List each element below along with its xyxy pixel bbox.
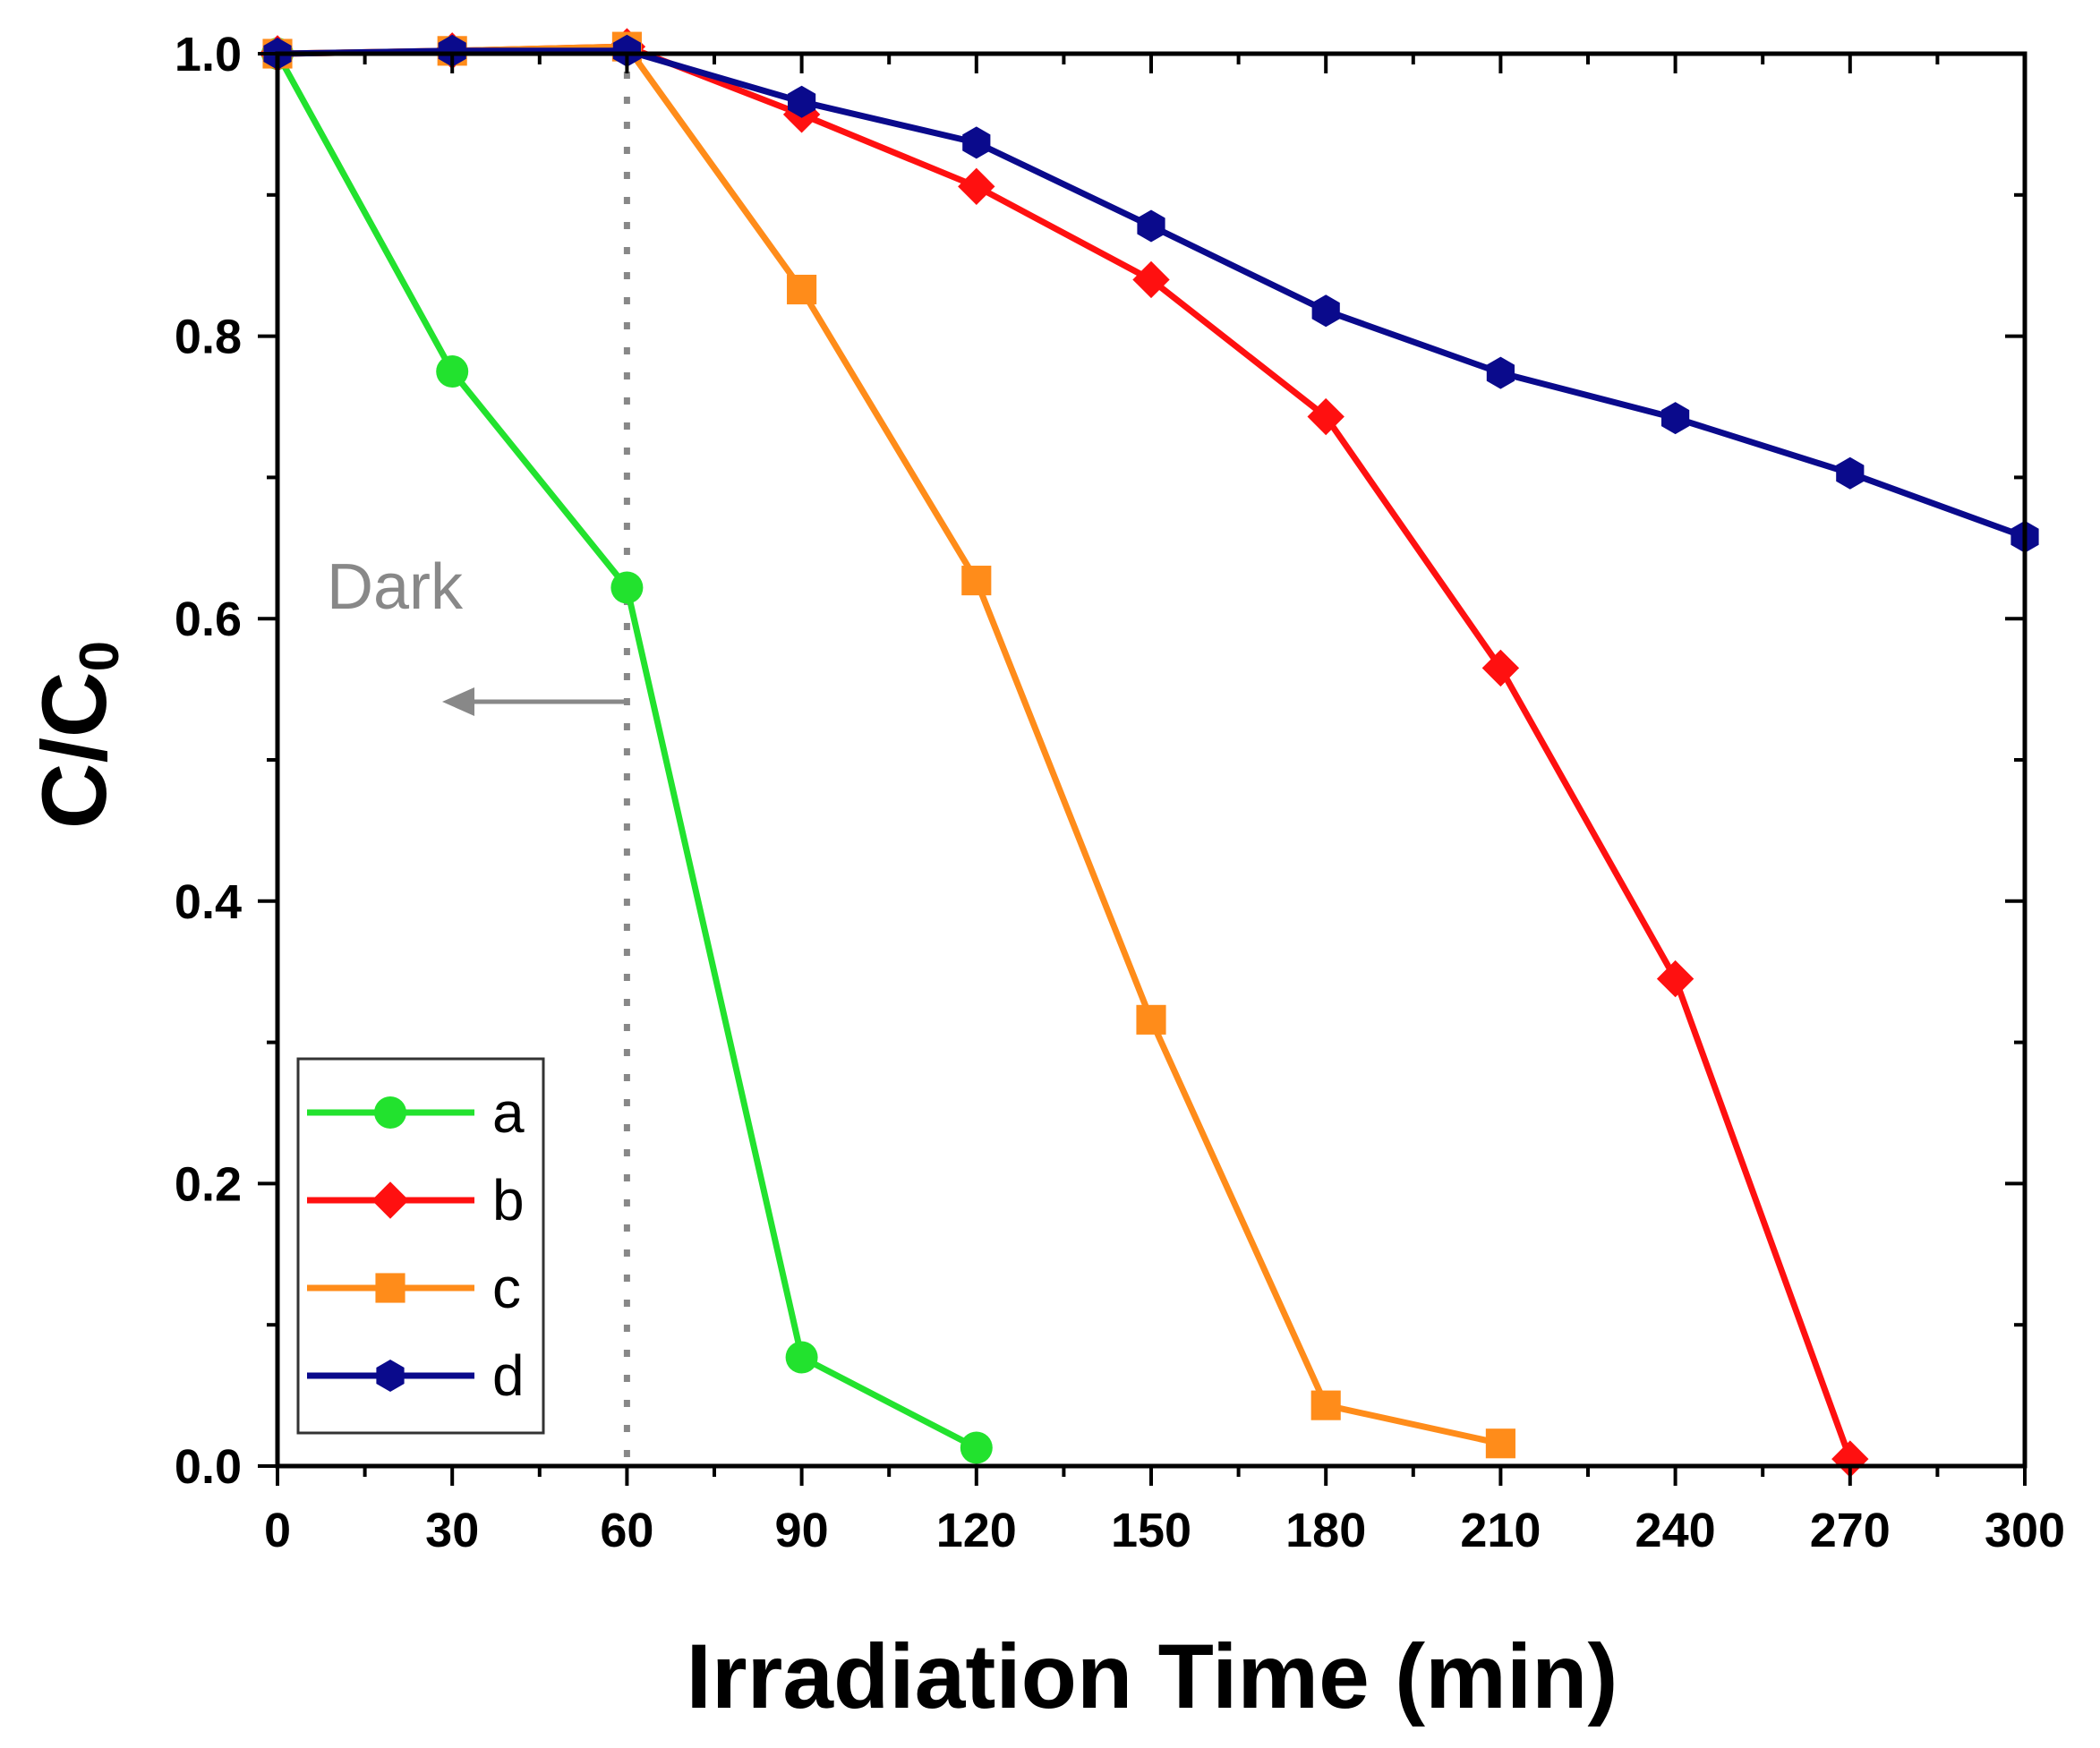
y-tick-label: 0.4 [175,875,242,929]
legend-label: a [492,1080,525,1145]
x-tick-label: 210 [1460,1504,1541,1557]
tick-layer: 0 30 60 90 120 150 180 210 240 270 300 0.0 0.2 0.4 0.6… [175,28,2065,1557]
legend-item-c: c [307,1256,521,1320]
data-point-d [1311,294,1340,328]
data-point-c [787,274,817,305]
legend-marker [374,1096,406,1129]
y-tick-label: 0.6 [175,593,242,646]
data-point-d [1661,402,1690,435]
svg-text:C/C0: C/C0 [23,641,131,829]
data-point-d [788,85,816,118]
x-tick-label: 270 [1810,1504,1891,1557]
x-tick-label: 30 [425,1504,479,1557]
data-point-d [1836,456,1865,490]
dark-arrow [442,687,627,716]
data-point-c [1136,1004,1166,1035]
legend-marker [371,1181,409,1219]
y-axis-title-main: C/C [23,671,125,829]
data-point-b [958,167,995,206]
x-tick-label: 240 [1635,1504,1716,1557]
x-axis-title: Irradiation Time (min) [687,1625,1618,1727]
legend-marker [376,1360,405,1392]
dark-annotation-label: Dark [327,551,464,623]
legend-label: c [492,1256,521,1320]
legend-label: d [492,1343,525,1408]
data-point-d [962,126,991,159]
y-axis-title: C/C0 [23,641,131,829]
data-point-d [438,34,466,67]
data-point-a [960,1431,993,1464]
data-point-b [1307,397,1345,436]
data-point-a [436,355,469,388]
x-tick-label: 180 [1285,1504,1366,1557]
x-tick-label: 300 [1985,1504,2065,1557]
legend-label: b [492,1168,525,1232]
data-point-d [1486,356,1515,389]
data-point-a [610,571,644,604]
y-axis-title-subscript: 0 [69,641,131,671]
data-point-b [1132,260,1170,299]
legend-item-a: a [307,1080,525,1145]
series-layer [259,28,2039,1478]
series-d [263,34,2039,553]
data-point-c [961,566,992,596]
data-point-d [612,34,641,67]
y-tick-label: 0.8 [175,311,242,364]
y-tick-label: 1.0 [175,28,242,81]
data-point-a [785,1341,818,1374]
y-tick-label: 0.2 [175,1157,242,1211]
data-point-b [1656,959,1695,998]
legend-marker [375,1273,405,1303]
x-tick-label: 60 [600,1504,653,1557]
legend-box [296,1057,545,1435]
y-tick-label: 0.0 [175,1440,242,1494]
data-point-c [1310,1390,1341,1420]
x-tick-label: 90 [775,1504,829,1557]
legend-item-b: b [307,1168,525,1232]
data-point-d [1137,209,1165,243]
x-tick-label: 150 [1111,1504,1191,1557]
x-tick-label: 0 [264,1504,291,1557]
legend-item-d: d [307,1343,525,1408]
x-tick-label: 120 [936,1504,1017,1557]
data-point-c [1485,1428,1515,1459]
data-point-b [1481,649,1520,687]
